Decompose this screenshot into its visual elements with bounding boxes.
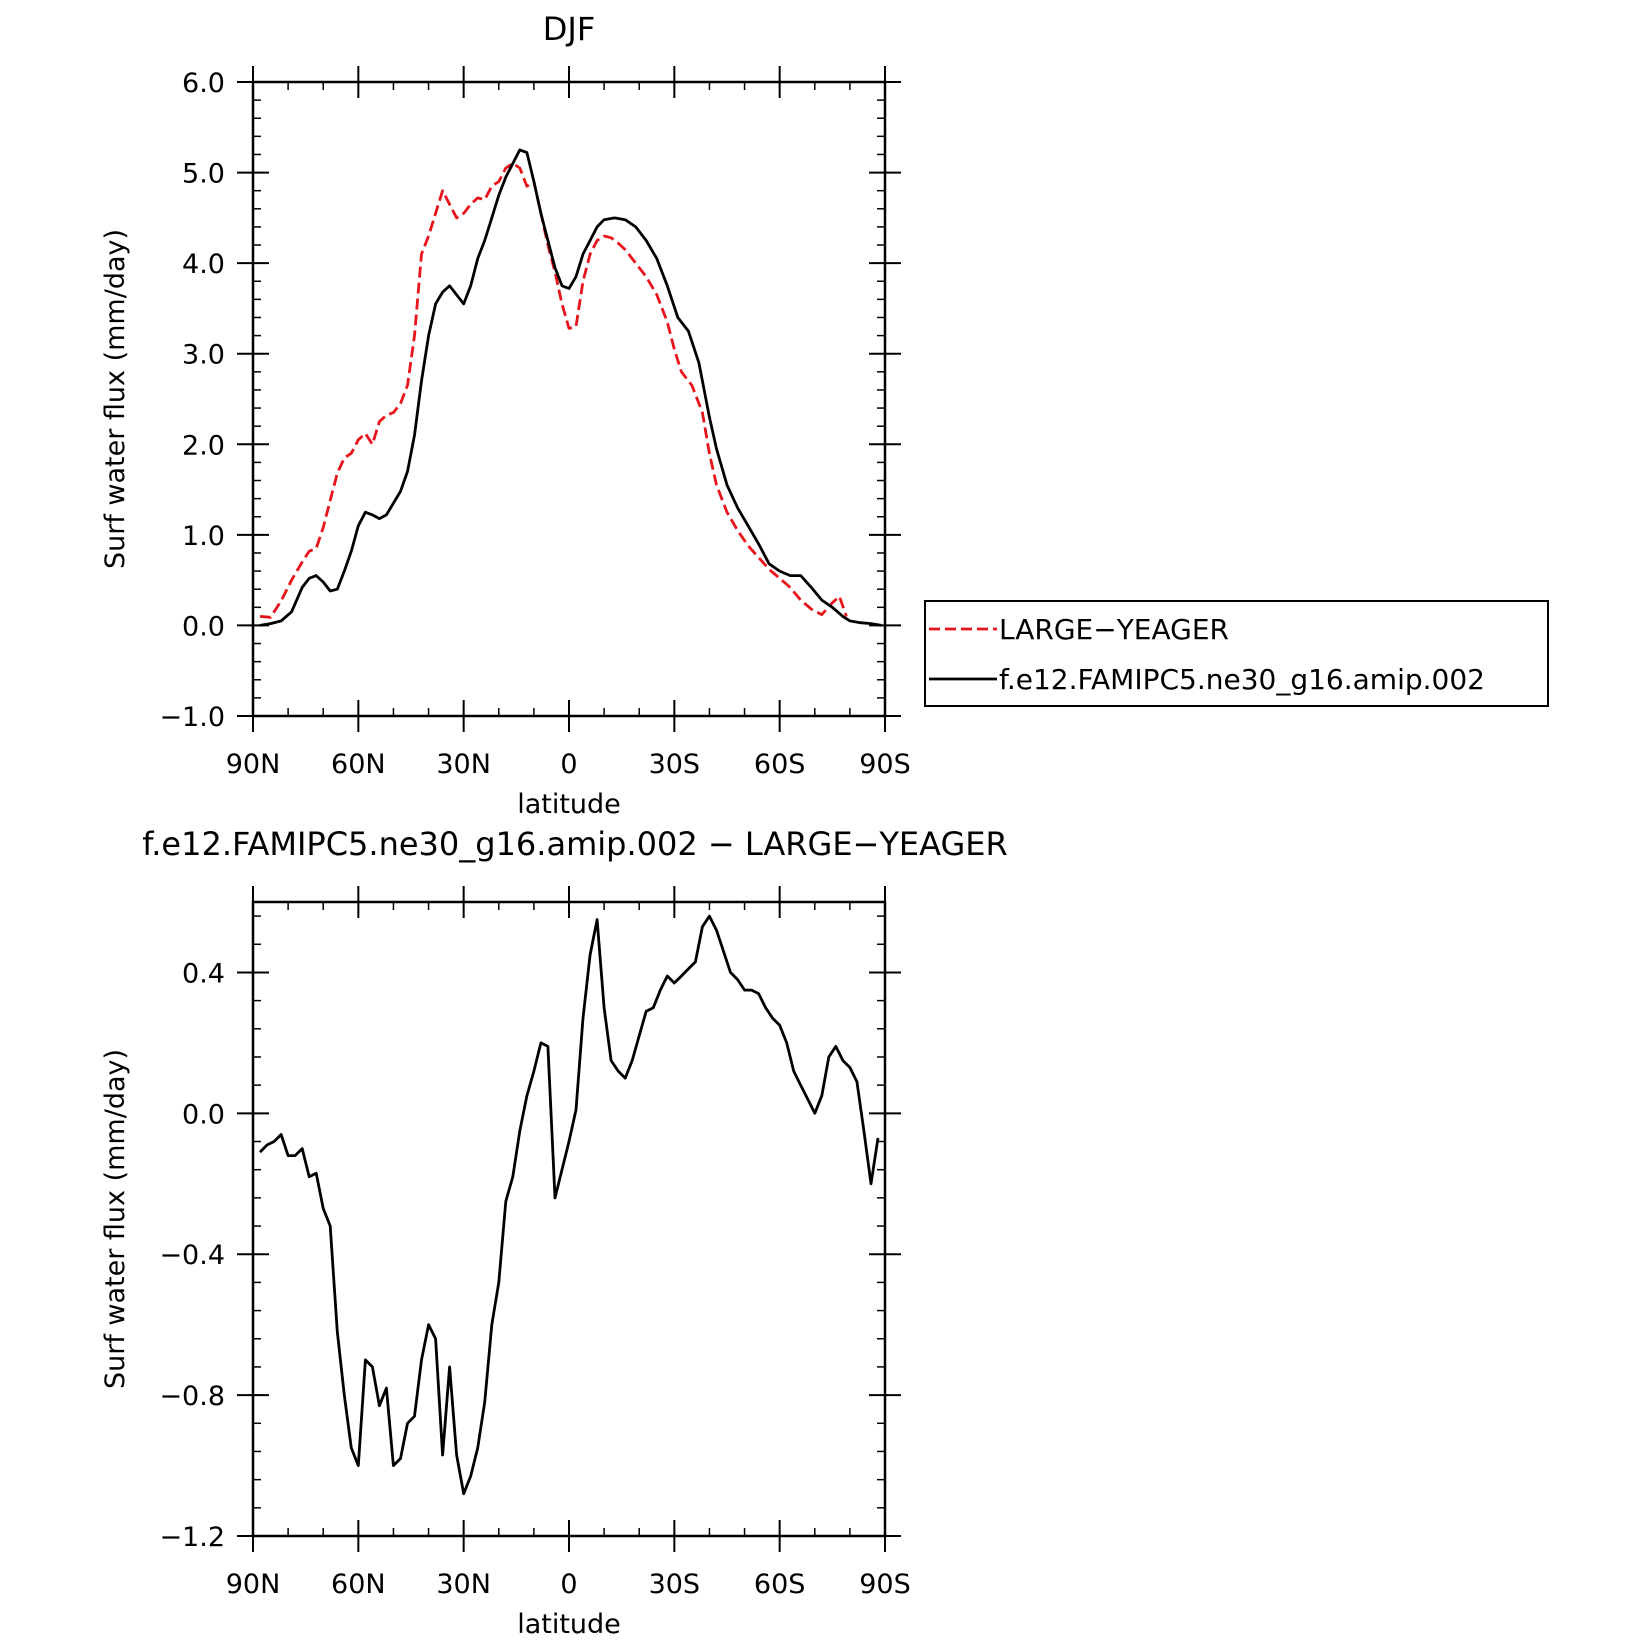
- y-tick-label: −1.0: [159, 702, 225, 733]
- y-tick-label: 3.0: [182, 340, 225, 371]
- top-panel: DJF −1.0 0.0 1.0 2.0 3.0 4.0 5.0 6.0 90N 60N 30N 0 30…: [100, 10, 911, 820]
- x-tick-label: 90N: [226, 1569, 281, 1600]
- series-line-dashed: [259, 162, 848, 619]
- y-tick-label: 4.0: [182, 249, 225, 280]
- y-tick-label: 5.0: [182, 159, 225, 190]
- x-tick-label: 90N: [226, 749, 281, 780]
- x-tick-label: 60S: [754, 1569, 806, 1600]
- legend-label: f.e12.FAMIPC5.ne30_g16.amip.002: [999, 663, 1485, 696]
- y-tick-label: −0.8: [159, 1381, 225, 1412]
- plot-frame: [251, 900, 887, 1538]
- y-tick-label: 0.0: [182, 1099, 225, 1130]
- plot-frame: [251, 80, 887, 718]
- series-line-solid: [259, 914, 880, 1496]
- y-axis-label: Surf water flux (mm/day): [100, 1049, 131, 1389]
- x-tick-label: 90S: [859, 749, 911, 780]
- chart-title: DJF: [543, 10, 595, 48]
- x-tick-label: 60S: [754, 749, 806, 780]
- legend-label: LARGE−YEAGER: [999, 613, 1229, 646]
- y-tick-label: −0.4: [159, 1240, 225, 1271]
- x-tick-label: 30N: [436, 1569, 491, 1600]
- y-tick-label: 6.0: [182, 68, 225, 99]
- x-tick-label: 30S: [649, 749, 701, 780]
- x-tick-label: 90S: [859, 1569, 911, 1600]
- y-tick-label: 1.0: [182, 521, 225, 552]
- x-tick-label: 30S: [649, 1569, 701, 1600]
- y-tick-label: −1.2: [159, 1522, 225, 1553]
- x-axis-label: latitude: [517, 1609, 621, 1640]
- chart-title: f.e12.FAMIPC5.ne30_g16.amip.002 − LARGE−…: [142, 825, 1007, 863]
- x-tick-label: 60N: [331, 1569, 386, 1600]
- y-axis-label: Surf water flux (mm/day): [100, 229, 131, 569]
- bottom-panel: f.e12.FAMIPC5.ne30_g16.amip.002 − LARGE−…: [100, 825, 1008, 1640]
- x-tick-label: 60N: [331, 749, 386, 780]
- y-tick-label: 0.0: [182, 611, 225, 642]
- x-axis-label: latitude: [517, 789, 621, 820]
- x-tick-label: 0: [560, 1569, 577, 1600]
- legend-box: [924, 600, 1549, 707]
- legend: LARGE−YEAGER f.e12.FAMIPC5.ne30_g16.amip.…: [924, 600, 1549, 707]
- x-tick-label: 30N: [436, 749, 491, 780]
- series-line-solid: [259, 148, 882, 627]
- y-tick-label: 2.0: [182, 430, 225, 461]
- y-tick-label: 0.4: [182, 958, 225, 989]
- x-tick-label: 0: [560, 749, 577, 780]
